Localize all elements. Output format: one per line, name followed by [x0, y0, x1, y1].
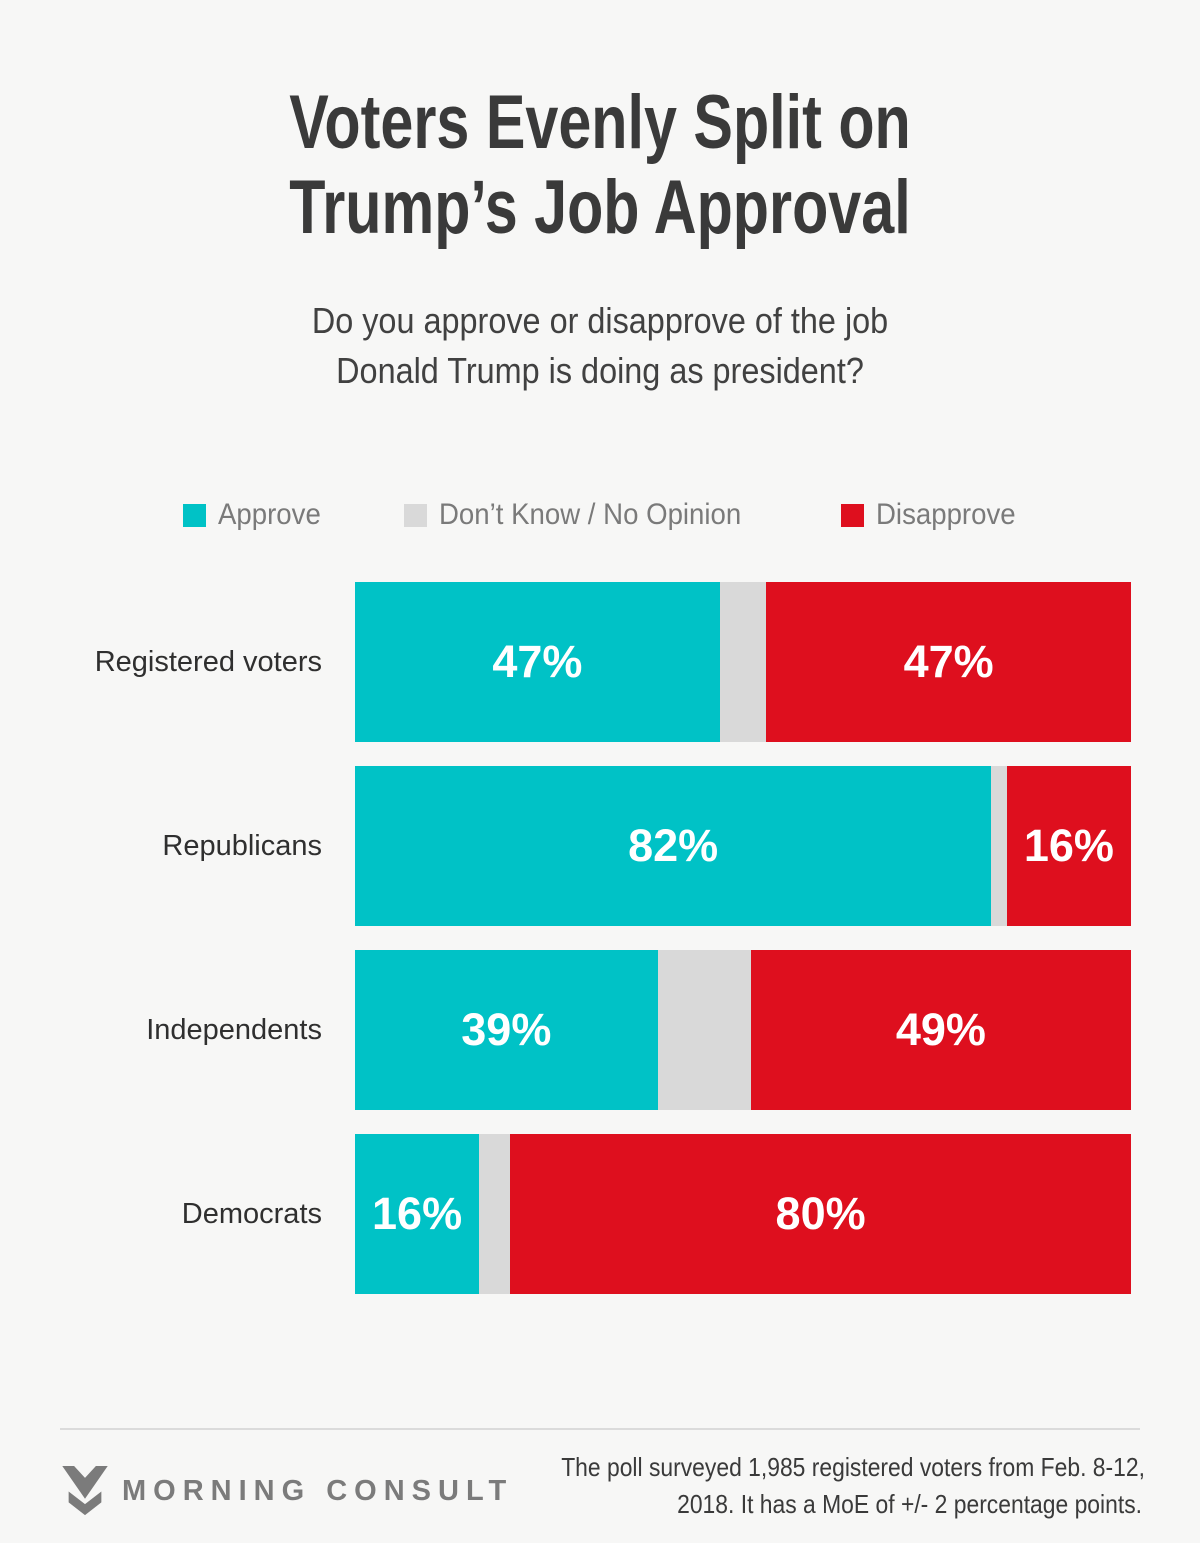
bar-row-republicans: Republicans 82% 16% — [0, 766, 1200, 926]
legend-item-disapprove: Disapprove — [841, 498, 1028, 532]
bar-track-independents: 39% 49% — [355, 950, 1131, 1110]
category-label-registered-voters: Registered voters — [94, 645, 322, 678]
bar-value-label-disapprove-registered-voters: 47% — [903, 636, 994, 687]
chart-title: Voters Evenly Split on Trump’s Job Appro… — [132, 80, 1068, 250]
bar-value-label-approve-democrats: 16% — [372, 1188, 463, 1239]
bar-track-registered-voters: 47% 47% — [355, 582, 1131, 742]
approve-swatch-icon — [183, 503, 206, 527]
bar-segment-don-t-know-no-opinion-independents — [657, 950, 751, 1110]
stacked-bar-chart: Registered voters 47% 47% Republicans 82% 16%… — [0, 582, 1200, 1294]
bar-segment-don-t-know-no-opinion-republicans — [991, 766, 1007, 926]
footer-divider — [60, 1428, 1140, 1430]
legend: Approve Don’t Know / No Opinion Disappro… — [183, 498, 1028, 532]
category-label-democrats: Democrats — [181, 1197, 322, 1230]
bar-segment-approve-independents: 39% — [355, 950, 658, 1110]
bar-row-democrats: Democrats 16% 80% — [0, 1134, 1200, 1294]
bar-track-republicans: 82% 16% — [355, 766, 1131, 926]
bar-segment-disapprove-independents: 49% — [750, 950, 1131, 1110]
bar-track-democrats: 16% 80% — [355, 1134, 1131, 1294]
chart-subtitle-line1: Do you approve or disapprove of the job — [311, 300, 889, 341]
bar-value-label-disapprove-democrats: 80% — [775, 1188, 866, 1239]
bar-value-label-disapprove-republicans: 16% — [1023, 820, 1114, 871]
bar-segment-don-t-know-no-opinion-registered-voters — [719, 582, 767, 742]
brand-name: MORNING CONSULT — [122, 1474, 514, 1507]
footer-note: The poll surveyed 1,985 registered voter… — [561, 1449, 1145, 1523]
chart-subtitle-line2: Donald Trump is doing as president? — [336, 350, 864, 392]
disapprove-swatch-icon — [841, 503, 865, 527]
dont-know-swatch-icon — [403, 503, 427, 527]
footer-note-line1: The poll surveyed 1,985 registered voter… — [561, 1452, 1145, 1482]
legend-label-approve: Approve — [218, 498, 321, 531]
bar-segment-approve-registered-voters: 47% — [355, 582, 720, 742]
category-label-republicans: Republicans — [162, 829, 322, 862]
legend-item-approve: Approve — [183, 498, 330, 532]
bar-segment-disapprove-republicans: 16% — [1006, 766, 1131, 926]
legend-item-dont-know: Don’t Know / No Opinion — [403, 498, 768, 532]
bar-value-label-approve-registered-voters: 47% — [492, 636, 583, 687]
footer-note-line2: 2018. It has a MoE of +/- 2 percentage p… — [677, 1488, 1142, 1519]
legend-label-disapprove: Disapprove — [876, 498, 1016, 531]
bar-segment-approve-democrats: 16% — [355, 1134, 480, 1294]
morning-consult-logo: MORNING CONSULT — [62, 1466, 513, 1516]
bar-segment-approve-republicans: 82% — [355, 766, 992, 926]
legend-label-dont-know: Don’t Know / No Opinion — [438, 498, 741, 531]
bar-segment-don-t-know-no-opinion-democrats — [479, 1134, 511, 1294]
bar-segment-disapprove-democrats: 80% — [510, 1134, 1131, 1294]
bar-value-label-approve-republicans: 82% — [628, 820, 719, 871]
chart-title-line2: Trump’s Job Approval — [289, 165, 911, 251]
chart-subtitle: Do you approve or disapprove of the job … — [60, 296, 1140, 397]
morning-consult-m-icon — [62, 1466, 108, 1516]
bar-value-label-disapprove-independents: 49% — [895, 1004, 986, 1055]
chart-title-line1: Voters Evenly Split on — [289, 80, 911, 165]
bar-value-label-approve-independents: 39% — [461, 1004, 552, 1055]
bar-segment-disapprove-registered-voters: 47% — [766, 582, 1131, 742]
category-label-independents: Independents — [146, 1013, 322, 1046]
bar-row-registered-voters: Registered voters 47% 47% — [0, 582, 1200, 742]
bar-row-independents: Independents 39% 49% — [0, 950, 1200, 1110]
